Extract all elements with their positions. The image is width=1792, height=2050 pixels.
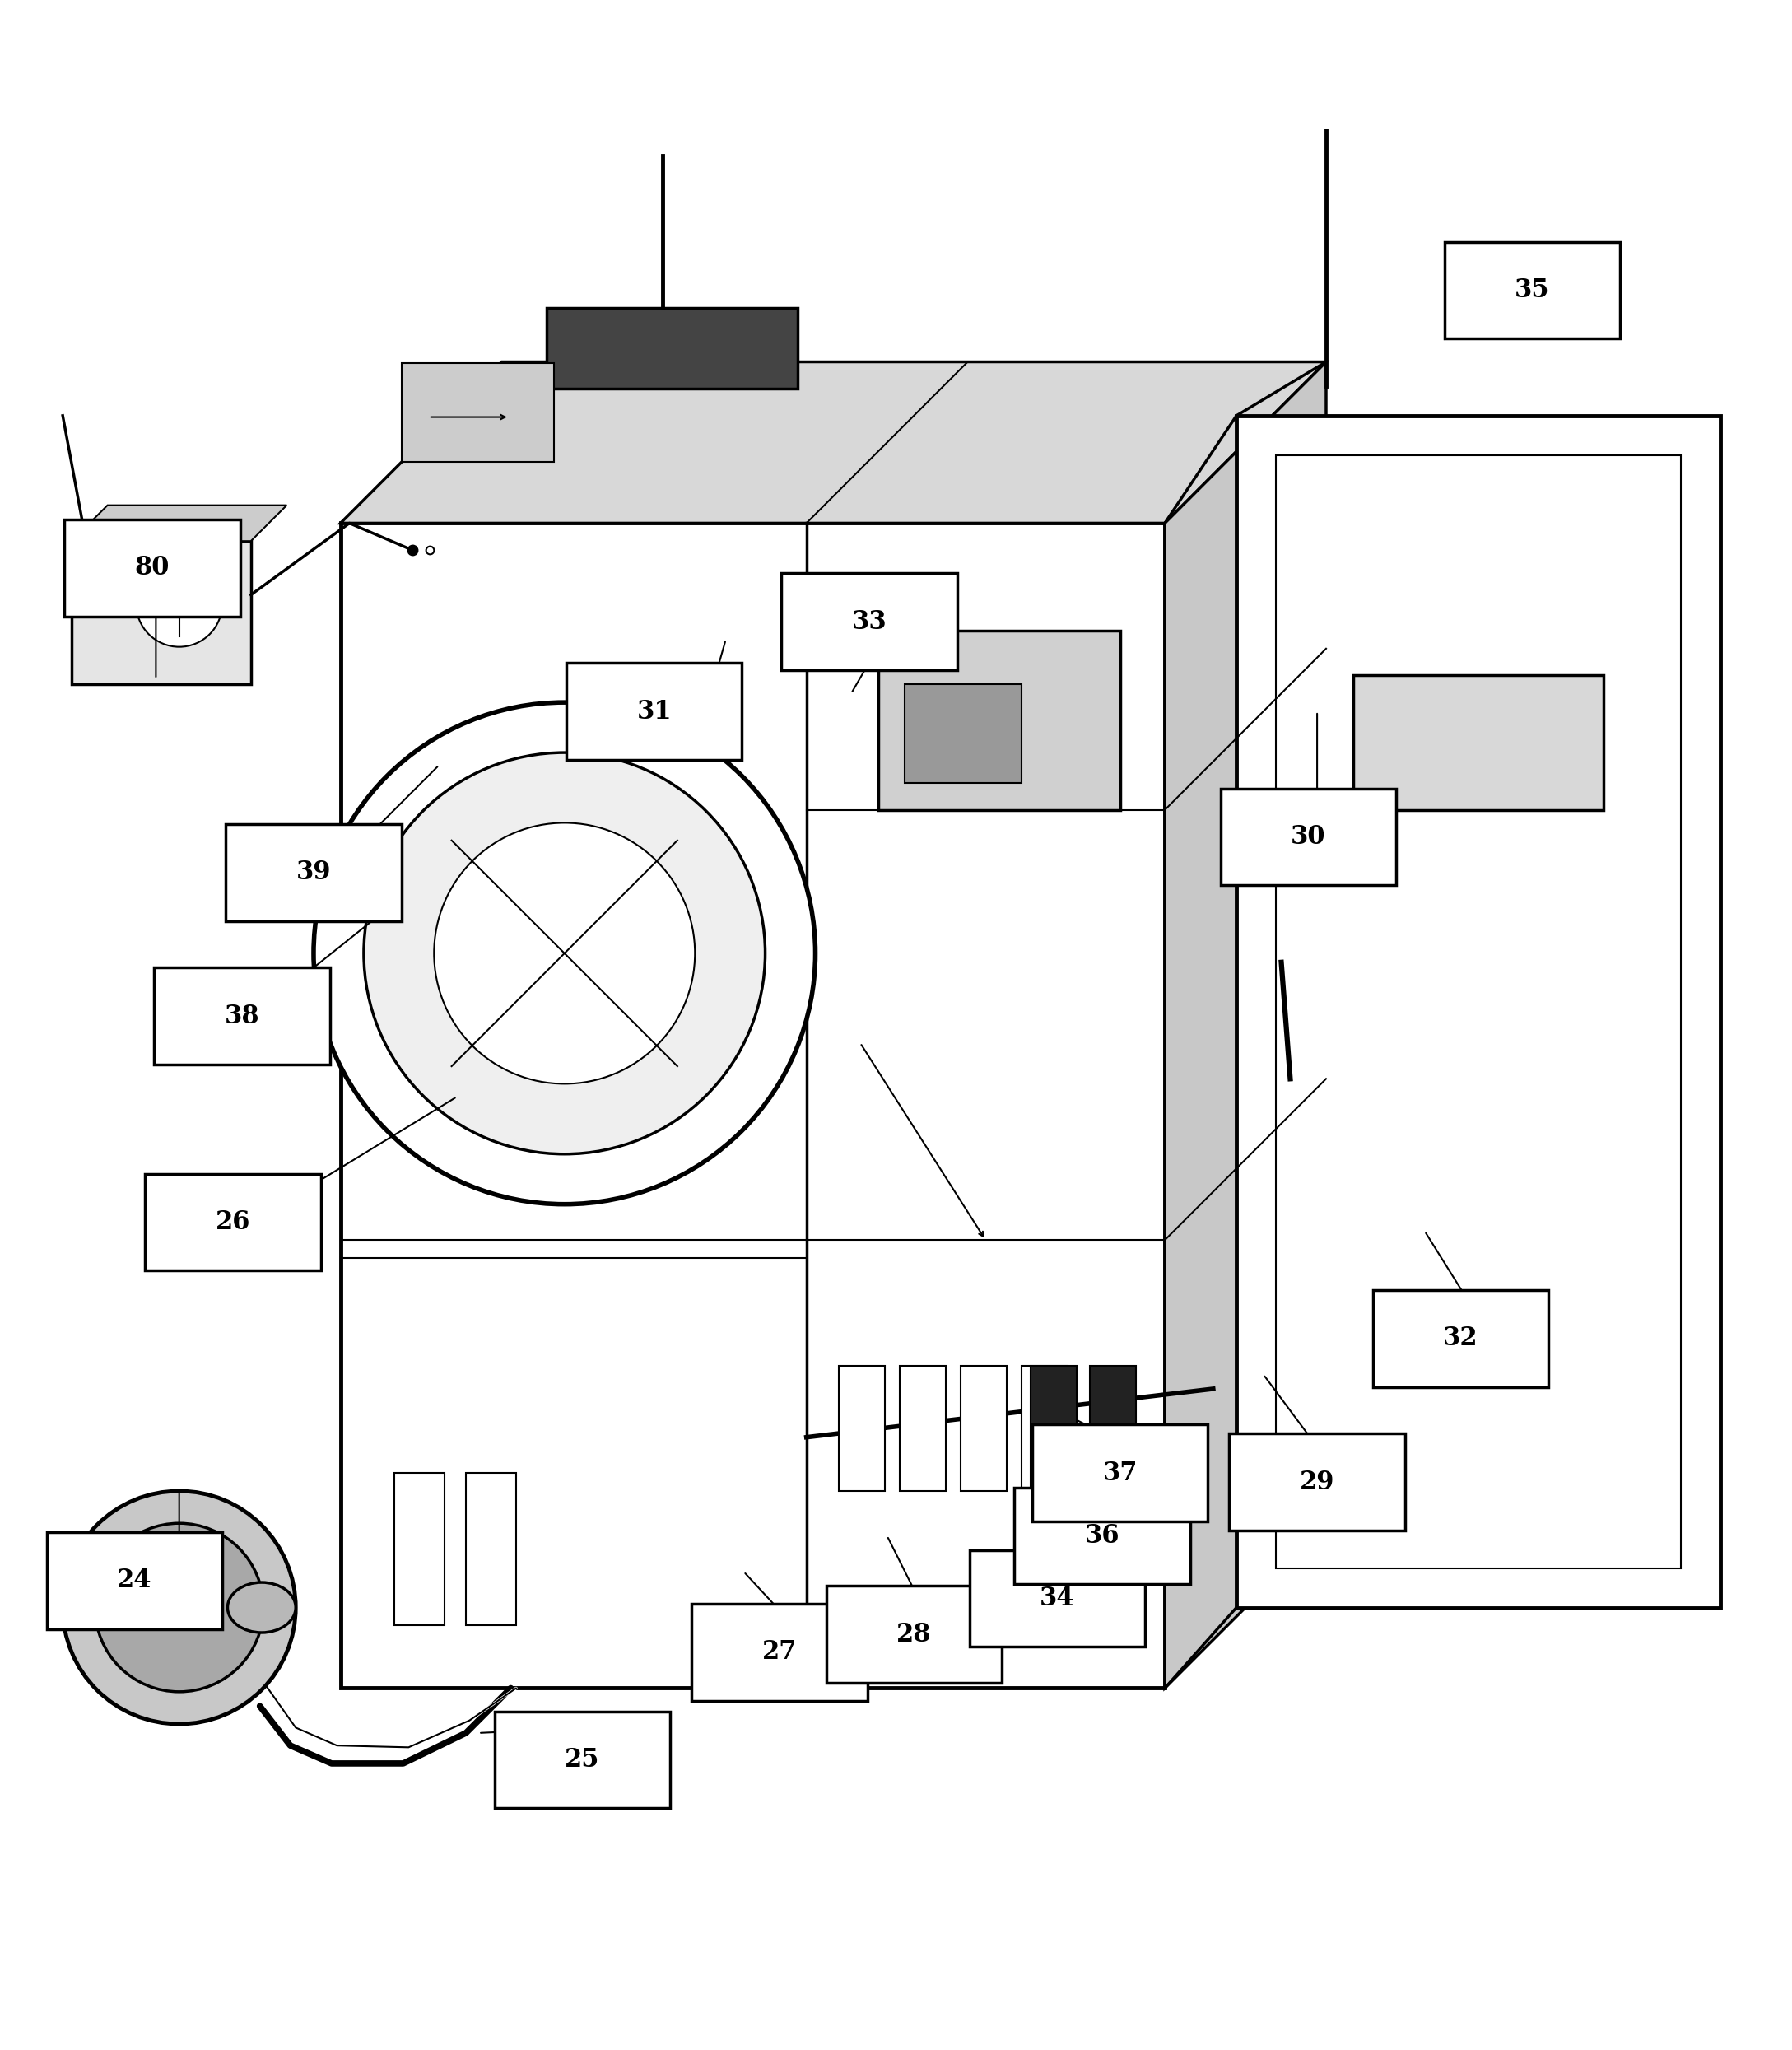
Text: 25: 25 [564, 1747, 600, 1773]
FancyBboxPatch shape [495, 1712, 670, 1808]
Circle shape [434, 822, 695, 1084]
Circle shape [63, 1490, 296, 1724]
Text: 37: 37 [1102, 1460, 1138, 1486]
Bar [1090, 1365, 1136, 1490]
Bar [961, 1365, 1007, 1490]
Text: 30: 30 [1290, 824, 1326, 849]
Text: 26: 26 [215, 1210, 251, 1234]
Polygon shape [1236, 416, 1720, 1607]
Text: 35: 35 [1514, 277, 1550, 303]
Polygon shape [340, 363, 1326, 523]
Bar [900, 1365, 946, 1490]
Bar [839, 1365, 885, 1490]
Text: 32: 32 [1443, 1326, 1478, 1351]
Ellipse shape [228, 1583, 296, 1632]
FancyBboxPatch shape [154, 968, 330, 1064]
FancyBboxPatch shape [47, 1531, 222, 1630]
Text: 24: 24 [116, 1568, 152, 1593]
FancyBboxPatch shape [145, 1175, 321, 1271]
Bar [905, 685, 1021, 783]
Text: 36: 36 [1084, 1523, 1120, 1548]
Bar [1021, 1365, 1068, 1490]
FancyBboxPatch shape [1220, 789, 1396, 886]
Text: 27: 27 [762, 1640, 797, 1665]
Circle shape [95, 1523, 263, 1691]
Bar [547, 308, 797, 390]
Polygon shape [72, 504, 287, 541]
Bar [878, 631, 1120, 810]
Polygon shape [340, 523, 1165, 1687]
Text: 38: 38 [224, 1002, 260, 1029]
FancyBboxPatch shape [566, 662, 742, 761]
Polygon shape [1165, 363, 1326, 1687]
Bar [72, 541, 251, 685]
FancyBboxPatch shape [692, 1603, 867, 1702]
FancyBboxPatch shape [1032, 1425, 1208, 1521]
Text: 80: 80 [134, 556, 170, 580]
Text: 31: 31 [636, 699, 672, 724]
FancyBboxPatch shape [226, 824, 401, 920]
Text: 29: 29 [1299, 1470, 1335, 1494]
Text: 34: 34 [1039, 1587, 1075, 1611]
Circle shape [136, 562, 222, 648]
Bar [1353, 676, 1604, 810]
Bar [394, 1474, 444, 1626]
Bar [401, 363, 554, 461]
Circle shape [364, 752, 765, 1154]
FancyBboxPatch shape [1229, 1433, 1405, 1531]
FancyBboxPatch shape [1444, 242, 1620, 338]
Bar [466, 1474, 516, 1626]
FancyBboxPatch shape [969, 1550, 1145, 1646]
Text: 39: 39 [296, 859, 332, 886]
FancyBboxPatch shape [65, 519, 240, 617]
FancyBboxPatch shape [781, 574, 957, 670]
Bar [1030, 1365, 1077, 1490]
FancyBboxPatch shape [1014, 1488, 1190, 1585]
FancyBboxPatch shape [1373, 1289, 1548, 1388]
FancyBboxPatch shape [826, 1587, 1002, 1683]
Text: 28: 28 [896, 1622, 932, 1646]
Text: 33: 33 [851, 609, 887, 636]
Circle shape [314, 703, 815, 1203]
